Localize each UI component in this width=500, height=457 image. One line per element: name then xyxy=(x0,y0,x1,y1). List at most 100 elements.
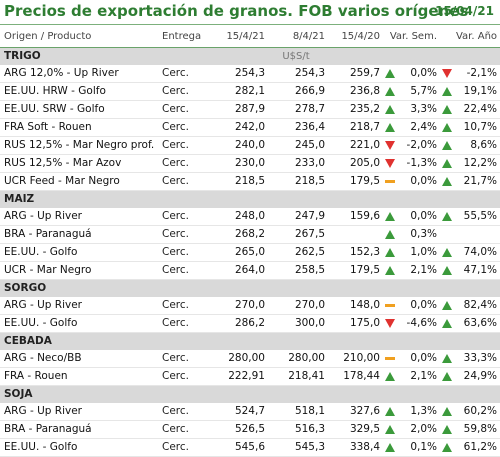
arrow-up-icon xyxy=(442,176,453,186)
var-sem: 0,0% xyxy=(397,208,441,226)
price-year-ago: 148,0 xyxy=(328,297,383,315)
price-week-ago: 254,3 xyxy=(268,65,328,83)
section-unit xyxy=(208,279,383,297)
week-trend xyxy=(383,82,397,101)
table-row: UCR - Mar Negro Cerc. 264,0 258,5 179,5 2,1% 4… xyxy=(0,261,500,280)
price-current: 268,2 xyxy=(208,225,268,244)
var-ano xyxy=(454,225,500,244)
price-current: 280,00 xyxy=(208,350,268,368)
arrow-up-icon xyxy=(442,353,453,363)
var-ano: -2,1% xyxy=(454,65,500,83)
entrega: Cerc. xyxy=(158,420,208,439)
col-header-var-sem: Var. Sem. xyxy=(383,27,441,48)
product-name: FRA - Rouen xyxy=(0,367,158,386)
price-week-ago: 245,0 xyxy=(268,136,328,155)
var-ano: 55,5% xyxy=(454,208,500,226)
var-ano: 24,9% xyxy=(454,367,500,386)
week-trend xyxy=(383,438,397,457)
arrow-up-icon xyxy=(385,424,395,434)
price-week-ago: 233,0 xyxy=(268,154,328,173)
var-sem: 0,0% xyxy=(397,297,441,315)
year-trend xyxy=(440,403,455,421)
arrow-up-icon xyxy=(385,265,395,275)
section-unit: U$S/t xyxy=(208,47,383,65)
year-trend xyxy=(440,438,455,457)
arrow-up-icon xyxy=(442,442,453,452)
price-year-ago: 152,3 xyxy=(328,243,383,262)
var-sem: -4,6% xyxy=(397,314,441,333)
price-week-ago: 280,00 xyxy=(268,350,328,368)
week-trend xyxy=(383,420,397,439)
arrow-up-icon xyxy=(442,265,453,275)
table-row: EE.UU. - Golfo Cerc. 265,0 262,5 152,3 1,0% 74… xyxy=(0,243,500,262)
var-ano: 21,7% xyxy=(454,172,500,191)
price-year-ago: 178,44 xyxy=(328,367,383,386)
arrow-up-icon xyxy=(385,371,395,381)
table-row: EE.UU. HRW - Golfo Cerc. 282,1 266,9 236,8 5,… xyxy=(0,82,500,101)
product-name: EE.UU. HRW - Golfo xyxy=(0,82,158,101)
arrow-up-icon xyxy=(385,122,395,132)
price-current: 248,0 xyxy=(208,208,268,226)
arrow-up-icon xyxy=(442,424,453,434)
price-week-ago: 518,1 xyxy=(268,403,328,421)
arrow-up-icon xyxy=(442,122,453,132)
product-name: UCR - Mar Negro xyxy=(0,261,158,280)
price-year-ago: 175,0 xyxy=(328,314,383,333)
price-year-ago: 159,6 xyxy=(328,208,383,226)
table-row: FRA Soft - Rouen Cerc. 242,0 236,4 218,7 2,4%… xyxy=(0,118,500,137)
price-current: 254,3 xyxy=(208,65,268,83)
table-row: UCR Feed - Mar Negro Cerc. 218,5 218,5 179,5… xyxy=(0,172,500,191)
price-year-ago: 179,5 xyxy=(328,261,383,280)
section-name: TRIGO xyxy=(0,47,208,65)
section-unit xyxy=(208,385,383,403)
table-row: EE.UU. - Golfo Cerc. 286,2 300,0 175,0 -4,6% 6… xyxy=(0,314,500,333)
var-sem: 2,1% xyxy=(397,261,441,280)
year-trend xyxy=(440,261,455,280)
entrega: Cerc. xyxy=(158,367,208,386)
var-sem: 3,3% xyxy=(397,100,441,119)
var-ano: 22,4% xyxy=(454,100,500,119)
arrow-up-icon xyxy=(385,211,395,221)
week-trend xyxy=(383,367,397,386)
entrega: Cerc. xyxy=(158,297,208,315)
price-week-ago: 267,5 xyxy=(268,225,328,244)
price-current: 270,0 xyxy=(208,297,268,315)
price-year-ago xyxy=(328,225,383,244)
dash-icon xyxy=(385,356,395,360)
dash-icon xyxy=(385,303,395,307)
price-year-ago: 179,5 xyxy=(328,172,383,191)
price-current: 222,91 xyxy=(208,367,268,386)
price-year-ago: 210,00 xyxy=(328,350,383,368)
prices-table: Origen / Producto Entrega 15/4/21 8/4/21… xyxy=(0,27,500,457)
entrega: Cerc. xyxy=(158,438,208,457)
var-sem: 0,3% xyxy=(397,225,441,244)
week-trend xyxy=(383,65,397,83)
var-sem: 0,0% xyxy=(397,350,441,368)
arrow-up-icon xyxy=(442,371,453,381)
entrega: Cerc. xyxy=(158,118,208,137)
var-ano: 33,3% xyxy=(454,350,500,368)
col-header-product: Origen / Producto xyxy=(0,27,158,48)
year-trend xyxy=(440,154,455,173)
section-name: CEBADA xyxy=(0,332,208,350)
table-row: FRA - Rouen Cerc. 222,91 218,41 178,44 2,1% 24… xyxy=(0,367,500,386)
var-ano: 59,8% xyxy=(454,420,500,439)
week-trend xyxy=(383,314,397,333)
price-current: 287,9 xyxy=(208,100,268,119)
price-week-ago: 278,7 xyxy=(268,100,328,119)
table-row: EE.UU. SRW - Golfo Cerc. 287,9 278,7 235,2 3,… xyxy=(0,100,500,119)
col-header-week-ago: 8/4/21 xyxy=(268,27,328,48)
year-trend xyxy=(440,350,455,368)
price-current: 264,0 xyxy=(208,261,268,280)
var-sem: 2,0% xyxy=(397,420,441,439)
year-trend xyxy=(440,136,455,155)
week-trend xyxy=(383,208,397,226)
entrega: Cerc. xyxy=(158,225,208,244)
price-year-ago: 338,4 xyxy=(328,438,383,457)
arrow-up-icon xyxy=(442,158,453,168)
year-trend xyxy=(440,100,455,119)
price-current: 524,7 xyxy=(208,403,268,421)
product-name: ARG - Neco/BB xyxy=(0,350,158,368)
week-trend xyxy=(383,243,397,262)
var-ano: 63,6% xyxy=(454,314,500,333)
